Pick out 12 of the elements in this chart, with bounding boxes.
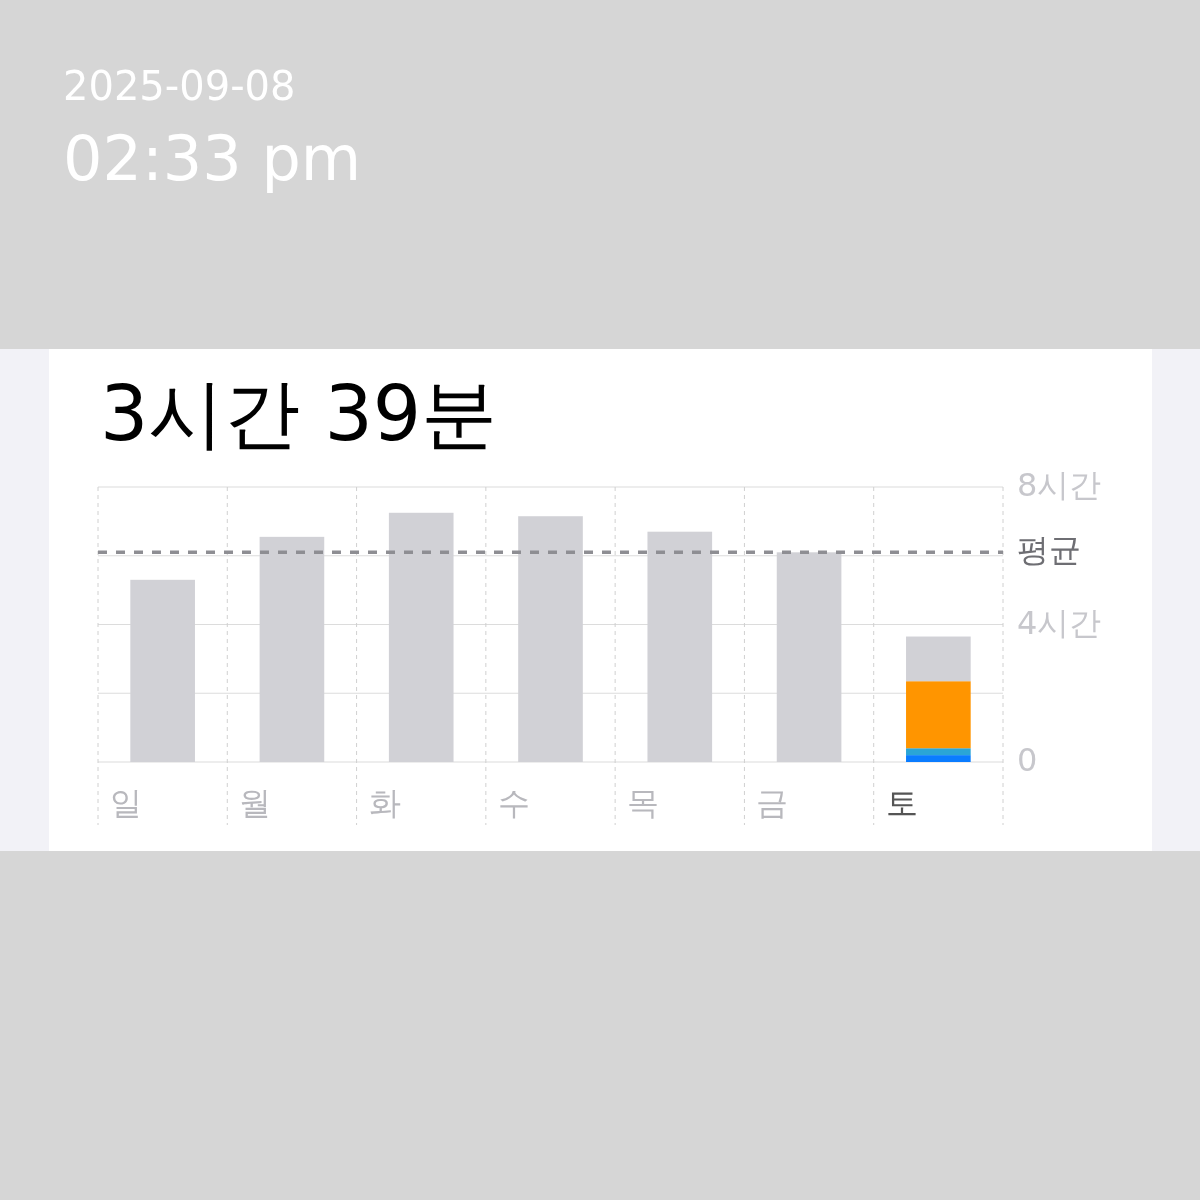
x-tick-label: 일: [110, 784, 142, 822]
x-tick-label: 화: [368, 784, 401, 822]
chart-title: 3시간 39분: [100, 369, 498, 458]
y-tick-label: 4시간: [1017, 603, 1102, 642]
y-tick-label: 0: [1017, 741, 1038, 779]
x-tick-label: 금: [756, 784, 789, 822]
x-tick-label: 월: [239, 784, 272, 822]
x-tick-label: 수: [497, 784, 530, 822]
x-tick-label: 토: [885, 784, 918, 822]
ref-line-label: 평균: [1017, 531, 1081, 570]
x-tick-label: 목: [627, 784, 660, 822]
y-tick-label: 8시간: [1017, 466, 1102, 504]
